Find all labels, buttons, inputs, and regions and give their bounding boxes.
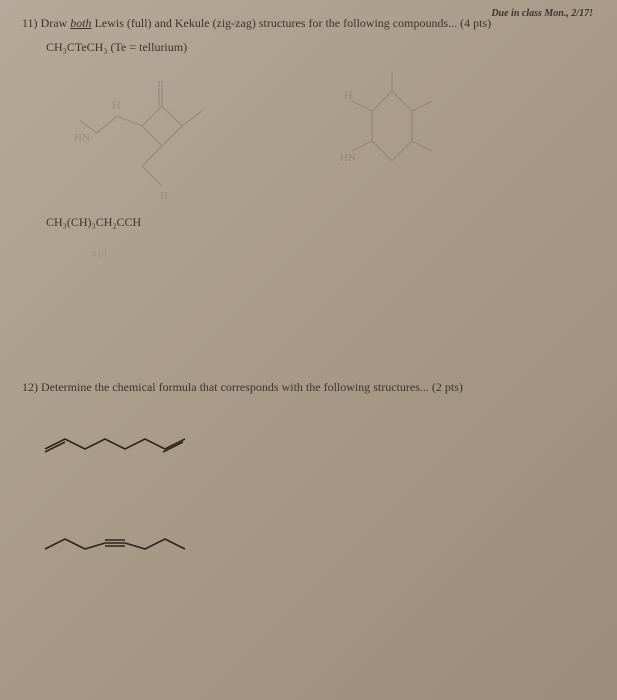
sk1-db2 <box>163 442 183 452</box>
sk1-main <box>45 439 185 449</box>
structures-row: H HN H H <box>22 61 595 211</box>
atom-h-left: H <box>112 98 121 112</box>
compound-b: CH₃(CH)₃CH₂CCH <box>46 215 595 230</box>
faint-line-1: x (d <box>92 248 106 258</box>
faint-block: x (d <box>22 230 595 370</box>
q12-number: 12) <box>22 380 38 394</box>
atom-hn-left: HN <box>74 132 90 144</box>
question-12: 12) Determine the chemical formula that … <box>22 380 595 396</box>
due-date: Due in class Mon., 2/17! <box>491 8 593 19</box>
skeletal-structures <box>22 401 595 601</box>
compound-a: CH₃CTeCH₃ (Te = tellurium) <box>46 40 595 55</box>
q11-both: both <box>70 16 91 30</box>
lewis-structure-a: H HN H <box>72 61 252 201</box>
q11-number: 11) <box>22 16 38 30</box>
skeletal-structure-1 <box>40 431 195 459</box>
svg-text:HN: HN <box>340 152 356 164</box>
q11-text-pre: Draw <box>41 16 71 30</box>
q12-text: Determine the chemical formula that corr… <box>41 380 463 394</box>
skeletal-structure-2 <box>40 531 195 559</box>
svg-text:H: H <box>160 190 168 201</box>
q11-text-post: Lewis (full) and Kekule (zig-zag) struct… <box>92 16 492 30</box>
lewis-structure-b: H HN <box>312 61 492 201</box>
svg-text:H: H <box>344 88 353 102</box>
